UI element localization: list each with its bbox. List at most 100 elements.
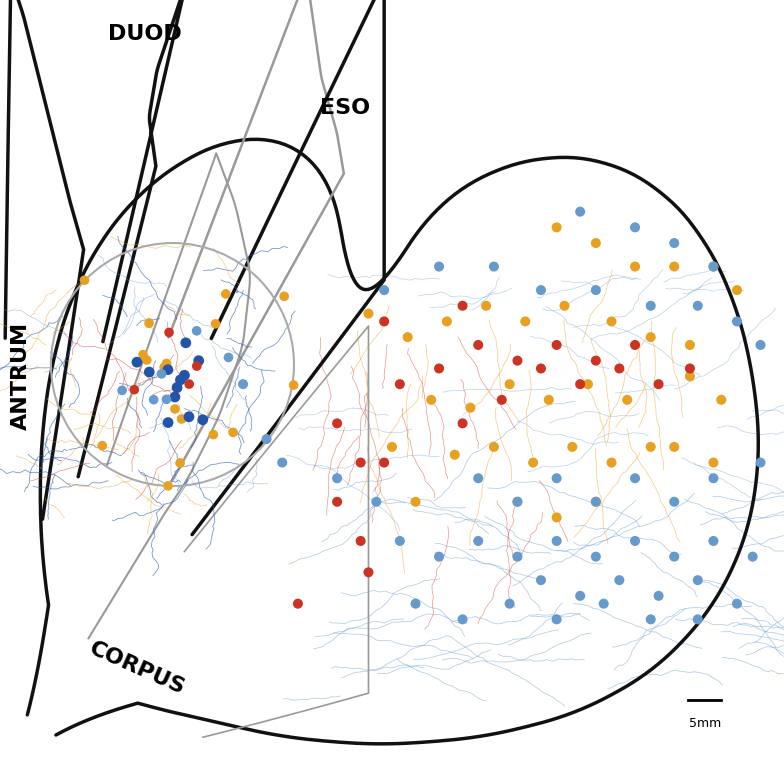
Point <box>354 456 367 469</box>
Point <box>331 417 343 430</box>
Point <box>288 379 300 391</box>
Point <box>191 360 203 372</box>
Point <box>174 456 187 469</box>
Point <box>621 394 633 406</box>
Point <box>746 550 759 563</box>
Point <box>605 456 618 469</box>
Point <box>731 284 743 296</box>
Point <box>160 393 172 405</box>
Point <box>433 260 445 273</box>
Point <box>574 378 586 390</box>
Text: 5mm: 5mm <box>688 717 721 731</box>
Point <box>171 383 183 395</box>
Point <box>276 456 289 469</box>
Point <box>456 417 469 430</box>
Point <box>183 411 195 423</box>
Point <box>511 495 524 508</box>
Point <box>550 613 563 626</box>
Point <box>754 456 767 469</box>
Text: CORPUS: CORPUS <box>86 638 188 698</box>
Point <box>143 366 155 379</box>
Point <box>652 378 665 390</box>
Point <box>171 381 183 394</box>
Point <box>456 613 469 626</box>
Point <box>550 221 563 234</box>
Point <box>354 535 367 547</box>
Point <box>550 511 563 524</box>
Point <box>684 370 696 383</box>
Point <box>629 260 641 273</box>
Point <box>456 299 469 312</box>
Point <box>147 394 160 406</box>
Point <box>511 495 524 508</box>
Point <box>394 535 406 547</box>
Point <box>684 362 696 375</box>
Point <box>550 535 563 547</box>
Point <box>394 378 406 390</box>
Point <box>691 299 704 312</box>
Point <box>629 221 641 234</box>
Point <box>511 354 524 367</box>
Point <box>96 439 108 452</box>
Point <box>220 288 232 300</box>
Point <box>362 307 375 320</box>
Point <box>535 574 547 586</box>
Point <box>169 390 181 403</box>
Point <box>535 362 547 375</box>
Point <box>464 401 477 414</box>
Point <box>331 495 343 508</box>
Point <box>378 456 390 469</box>
Point <box>503 597 516 610</box>
Point <box>707 472 720 485</box>
Text: DUOD: DUOD <box>108 24 182 44</box>
Point <box>613 574 626 586</box>
Point <box>260 433 273 445</box>
Point <box>644 613 657 626</box>
Point <box>691 613 704 626</box>
Point <box>409 495 422 508</box>
Point <box>160 358 172 370</box>
Point <box>543 394 555 406</box>
Point <box>386 441 398 453</box>
Point <box>331 472 343 485</box>
Point <box>590 495 602 508</box>
Point <box>472 339 485 351</box>
Point <box>237 378 249 390</box>
Point <box>192 354 205 367</box>
Point <box>731 315 743 328</box>
Point <box>116 384 129 397</box>
Point <box>162 364 174 376</box>
Point <box>590 550 602 563</box>
Point <box>590 354 602 367</box>
Point <box>183 378 195 390</box>
Point <box>550 472 563 485</box>
Point <box>162 416 174 429</box>
Point <box>644 331 657 343</box>
Point <box>378 284 390 296</box>
Point <box>140 354 153 366</box>
Point <box>472 472 485 485</box>
Point <box>519 315 532 328</box>
Point <box>527 456 539 469</box>
Point <box>362 566 375 579</box>
Point <box>605 315 618 328</box>
Point <box>668 237 681 249</box>
Point <box>707 260 720 273</box>
Point <box>227 426 239 439</box>
Point <box>590 495 602 508</box>
Point <box>707 535 720 547</box>
Point <box>668 260 681 273</box>
Point <box>162 480 174 492</box>
Point <box>511 550 524 563</box>
Point <box>207 428 220 441</box>
Point <box>691 574 704 586</box>
Point <box>128 383 140 396</box>
Point <box>78 274 91 286</box>
Point <box>137 348 150 361</box>
Point <box>668 550 681 563</box>
Point <box>629 339 641 351</box>
Point <box>222 351 234 364</box>
Point <box>503 378 516 390</box>
Point <box>441 315 453 328</box>
Point <box>574 590 586 602</box>
